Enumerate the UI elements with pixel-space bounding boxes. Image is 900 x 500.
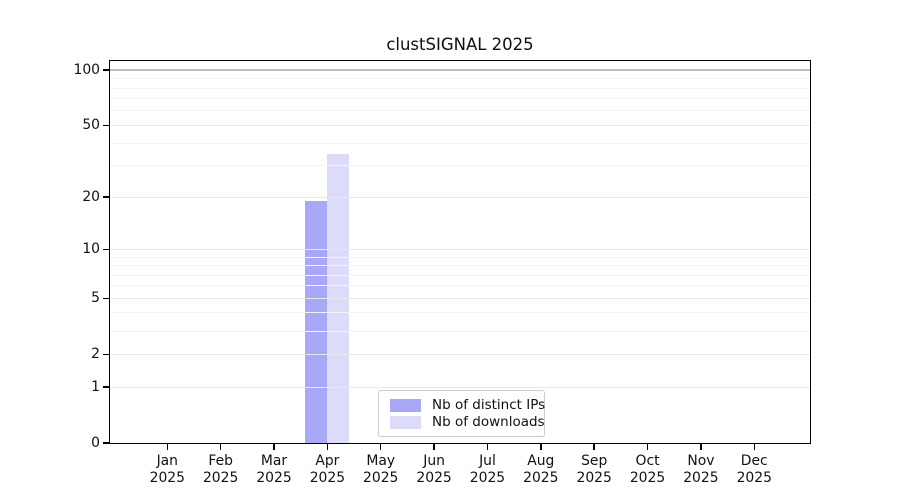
y-tick-label: 50	[82, 117, 100, 134]
x-tick-label: Jun 2025	[416, 453, 452, 486]
legend-item-distinct-ips: Nb of distinct IPs	[390, 397, 545, 413]
gridline-minor	[110, 285, 810, 287]
x-tick-label: Jul 2025	[469, 453, 506, 486]
gridline-major	[110, 297, 810, 299]
x-tick-label: Apr 2025	[309, 453, 346, 486]
y-tick-mark	[103, 442, 109, 444]
gridline-major	[110, 124, 810, 126]
y-tick-mark	[103, 353, 109, 355]
legend-label-distinct-ips: Nb of distinct IPs	[432, 397, 546, 413]
x-tick-mark	[219, 444, 222, 450]
gridline-minor	[110, 78, 810, 80]
legend-item-downloads: Nb of downloads	[390, 414, 545, 430]
legend-label-downloads: Nb of downloads	[432, 414, 545, 430]
gridline-minor	[110, 87, 810, 89]
y-tick-mark	[103, 386, 109, 388]
y-tick-mark	[103, 196, 109, 198]
x-tick-mark	[380, 444, 382, 450]
y-tick-mark	[103, 297, 109, 299]
downloads-swatch	[390, 415, 421, 429]
y-tick-label: 0	[91, 435, 100, 451]
gridline-major	[110, 248, 810, 250]
x-tick-mark	[486, 444, 489, 450]
gridline-minor	[110, 165, 810, 167]
y-tick-mark	[103, 248, 109, 250]
distinct-ips-swatch	[390, 398, 421, 412]
y-tick-mark	[103, 69, 109, 71]
gridline-major	[110, 196, 810, 198]
x-tick-label: Jan 2025	[149, 453, 185, 486]
gridline-minor	[110, 274, 810, 276]
bar-distinct-ips	[305, 201, 328, 443]
gridline-minor	[110, 265, 810, 266]
x-tick-mark	[433, 444, 435, 450]
plot-area: 0 1 2 5 10 20 50 100 Jan 2025 Feb 2025 Mar 2025 Apr 202…	[73, 60, 811, 486]
y-tick-label: 5	[91, 290, 100, 307]
gridline-minor	[110, 312, 810, 314]
x-tick-label: Sep 2025	[576, 453, 612, 486]
gridline-minor	[110, 330, 810, 332]
x-tick-mark	[273, 444, 275, 450]
gridline-top	[110, 69, 810, 72]
x-tick-label: Nov 2025	[683, 453, 719, 486]
gridline-minor	[110, 110, 810, 112]
y-tick-label: 2	[91, 346, 100, 363]
gridline-major	[110, 353, 810, 355]
y-tick-mark	[103, 124, 109, 127]
x-tick-mark	[540, 444, 542, 450]
x-tick-mark	[646, 444, 649, 450]
x-tick-mark	[593, 444, 595, 450]
x-tick-label: May 2025	[363, 453, 399, 486]
gridline-minor	[110, 256, 810, 258]
y-tick-label: 1	[91, 379, 100, 395]
gridline-minor	[110, 142, 810, 144]
x-tick-label: Feb 2025	[202, 453, 239, 486]
legend: Nb of distinct IPs Nb of downloads	[378, 390, 545, 437]
chart-title: clustSIGNAL 2025	[386, 35, 534, 54]
x-tick-mark	[700, 444, 702, 450]
y-tick-label: 10	[82, 241, 100, 258]
x-tick-label: Oct 2025	[629, 453, 666, 486]
gridline-major	[110, 386, 810, 388]
x-tick-mark	[166, 444, 168, 450]
x-tick-label: Aug 2025	[523, 453, 559, 486]
x-tick-mark	[326, 444, 329, 450]
gridline-minor	[110, 98, 810, 100]
x-tick-label: Mar 2025	[256, 453, 292, 486]
y-tick-label: 100	[73, 62, 100, 79]
y-tick-label: 20	[82, 189, 100, 206]
x-tick-mark	[753, 444, 755, 450]
x-tick-label: Dec 2025	[736, 453, 772, 486]
